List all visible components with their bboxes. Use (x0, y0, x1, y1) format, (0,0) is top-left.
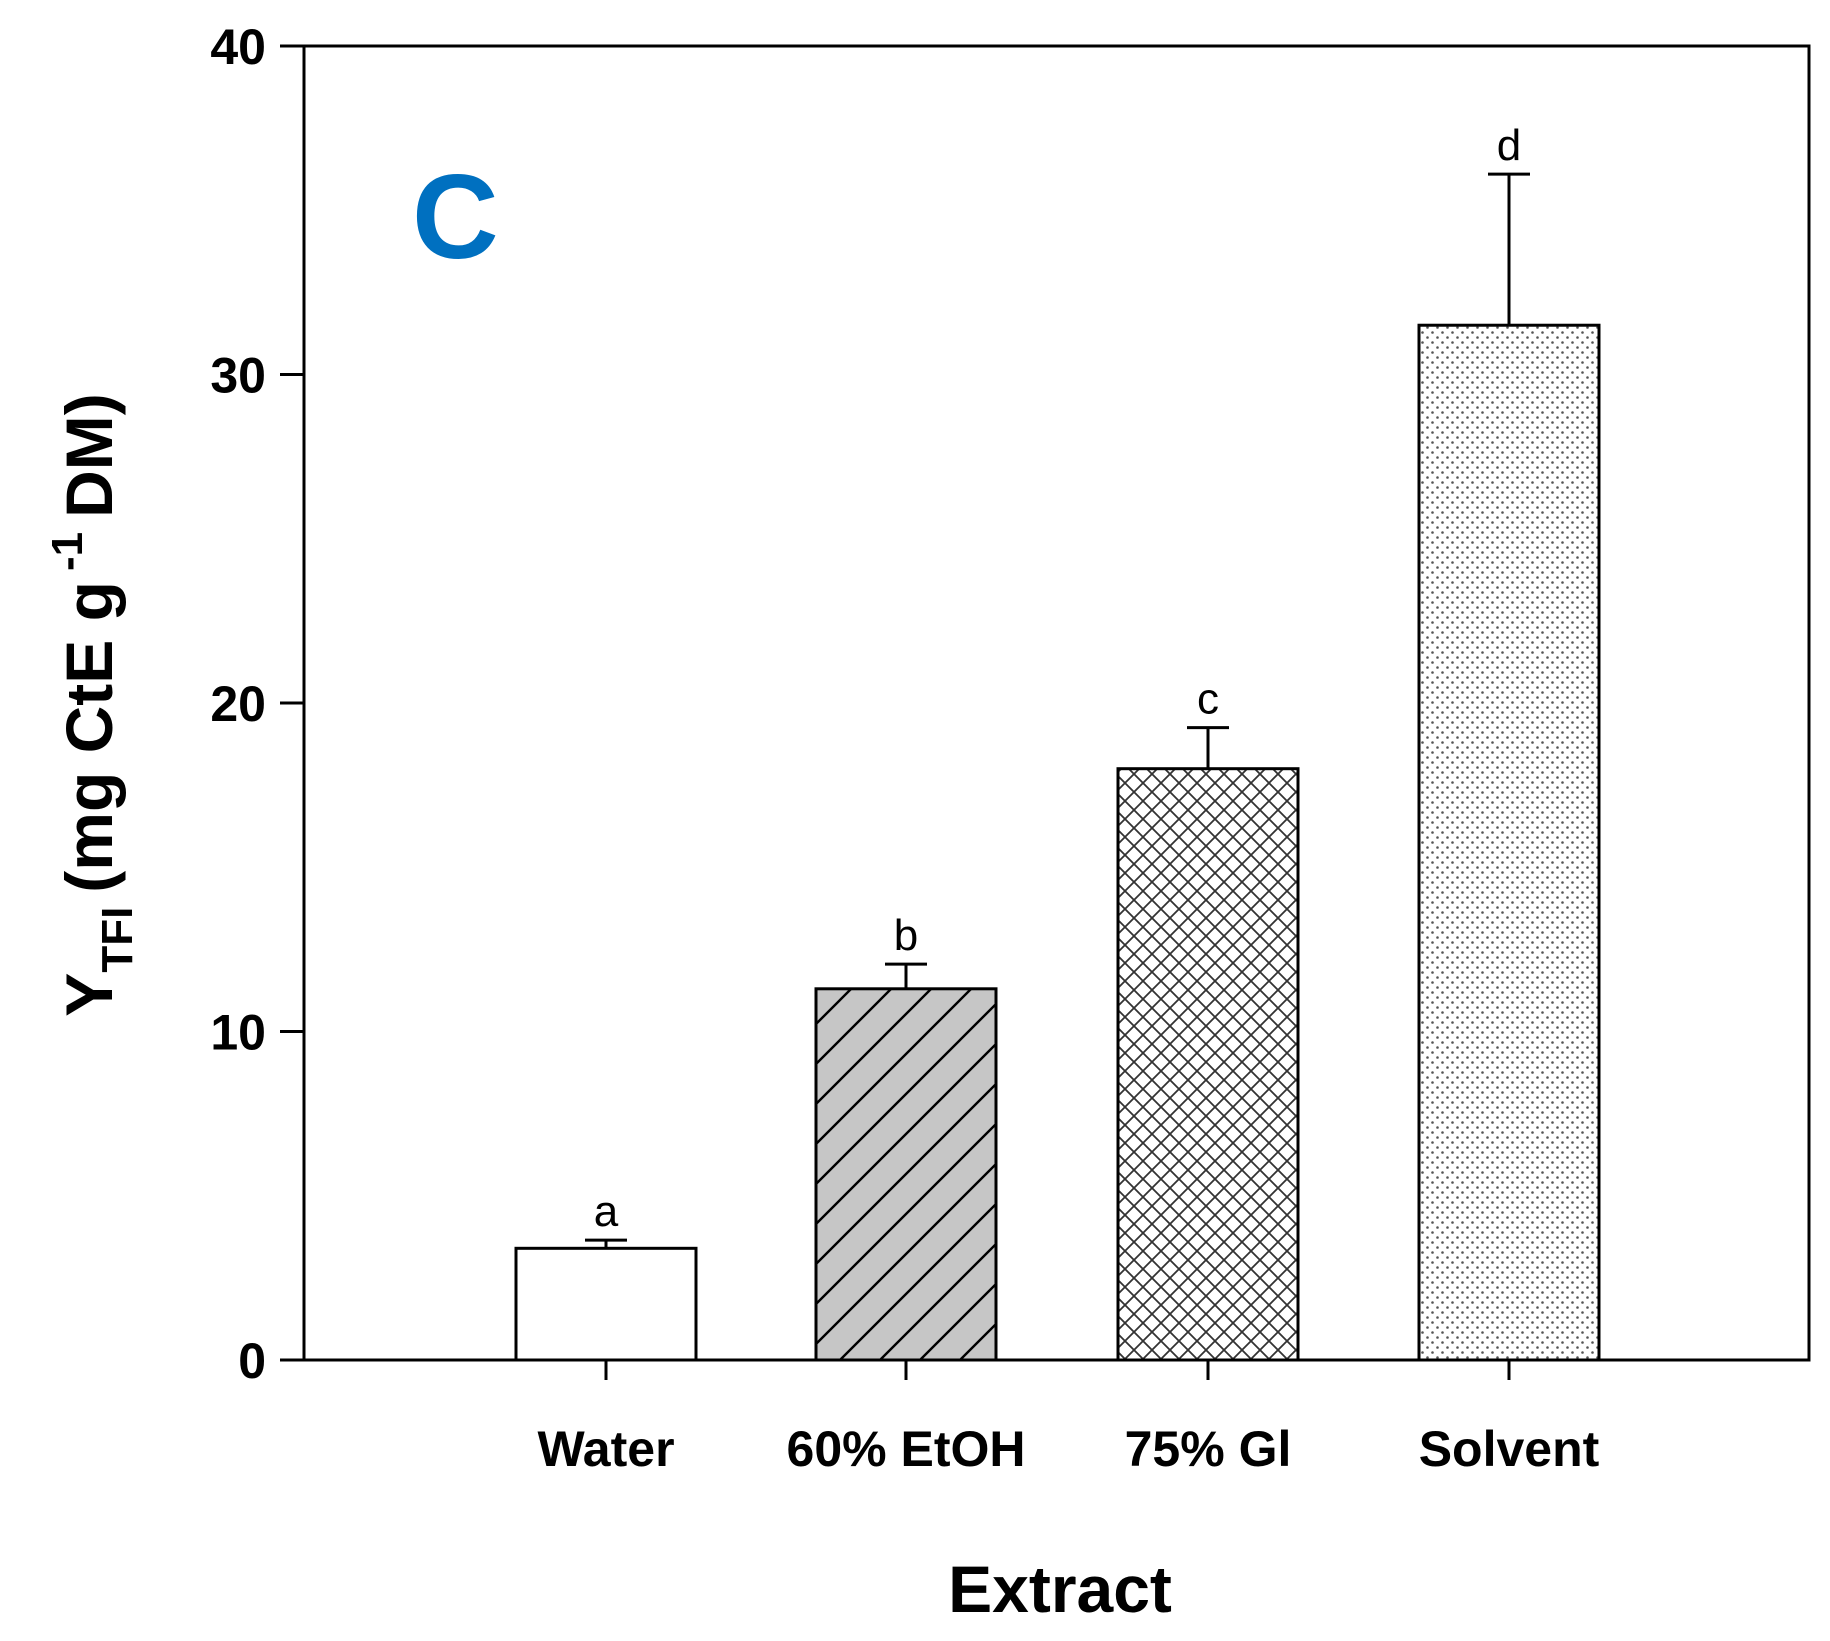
x-tick-label: 60% EtOH (787, 1421, 1026, 1477)
y-tick-label: 30 (210, 348, 266, 404)
y-axis-title-superscript: -1 (43, 532, 92, 571)
y-axis-title-symbol: Y (52, 973, 126, 1017)
bars: a b c d (514, 121, 1601, 1362)
x-tick-label: Water (537, 1421, 674, 1477)
x-axis-title: Extract (948, 1552, 1172, 1626)
x-tick-label: 75% Gl (1125, 1421, 1292, 1477)
y-axis-title: YTFI (mg CtE g -1 DM) (43, 393, 142, 1016)
x-axis: Water 60% EtOH 75% Gl Solvent (537, 1360, 1600, 1477)
panel-label: C (412, 150, 499, 284)
significance-label: c (1197, 675, 1219, 724)
y-axis-title-unit-pre: (mg CtE g (52, 581, 126, 893)
bar-75-gl (1116, 767, 1300, 1362)
bar-60-etoh (814, 987, 998, 1362)
y-tick-label: 10 (210, 1005, 266, 1061)
x-tick-label: Solvent (1419, 1421, 1600, 1477)
y-axis: 0 10 20 30 40 (210, 19, 304, 1389)
y-axis-title-unit-post: DM) (52, 393, 126, 518)
y-tick-label: 40 (210, 19, 266, 75)
significance-label: a (594, 1187, 619, 1236)
significance-label: d (1497, 121, 1521, 170)
significance-label: b (894, 911, 918, 960)
y-tick-label: 0 (238, 1333, 266, 1389)
y-axis-title-subscript: TFI (93, 907, 142, 973)
bar-water (514, 1246, 698, 1362)
bar-solvent (1417, 323, 1601, 1362)
y-tick-label: 20 (210, 676, 266, 732)
